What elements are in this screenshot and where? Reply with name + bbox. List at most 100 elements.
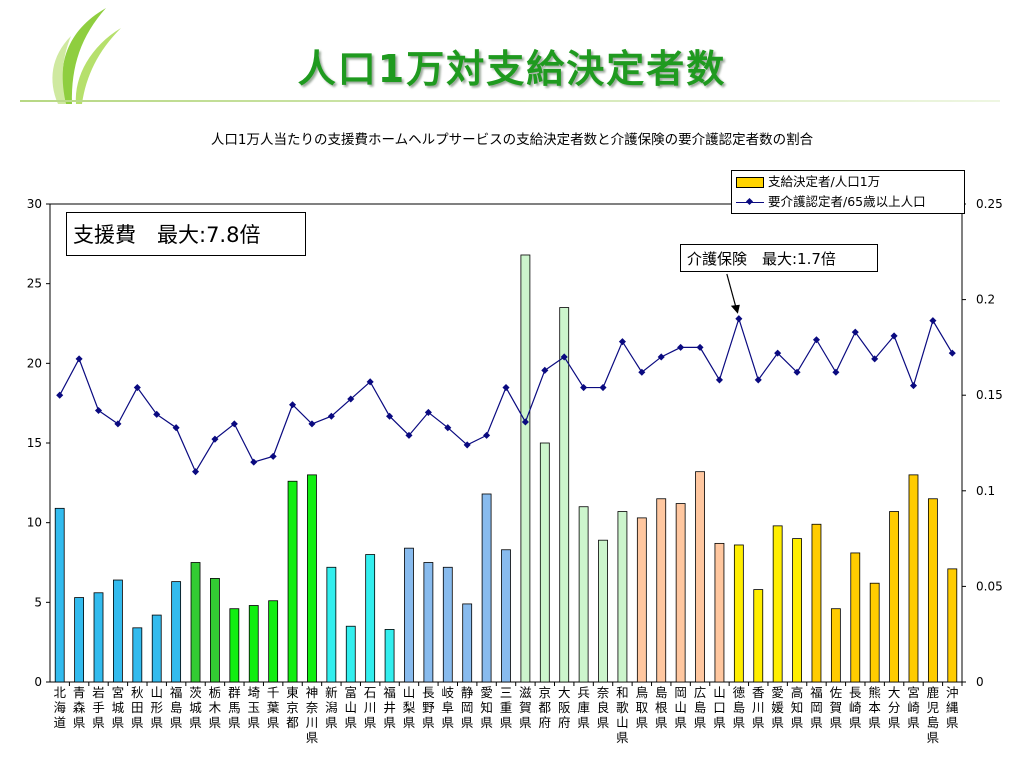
x-tick-label: 京都府 xyxy=(539,685,552,730)
x-tick-label: 栃木県 xyxy=(209,685,222,730)
bar xyxy=(113,579,123,683)
line-point xyxy=(327,412,335,420)
bar xyxy=(171,581,182,683)
x-tick-label: 鳥取県 xyxy=(636,685,649,730)
x-tick-label: 青森県 xyxy=(73,685,86,730)
x-tick-label: 東京都 xyxy=(286,685,299,730)
annotation-arrowhead xyxy=(730,304,740,314)
x-tick-label: 福岡県 xyxy=(810,685,823,730)
x-tick-label: 熊本県 xyxy=(868,685,881,730)
y-left-tick-label: 25 xyxy=(27,277,42,291)
x-tick-label: 山梨県 xyxy=(403,685,416,730)
x-tick-label: 鹿児島県 xyxy=(927,685,940,745)
bar xyxy=(501,549,511,683)
annotation-arrow xyxy=(726,273,738,311)
bar xyxy=(520,254,531,683)
x-tick-label: 福島県 xyxy=(170,685,183,730)
x-tick-label: 神奈川県 xyxy=(306,685,319,745)
bar xyxy=(714,542,725,683)
line-point xyxy=(715,376,723,384)
bar xyxy=(908,474,919,683)
x-tick-label: 大分県 xyxy=(888,685,901,730)
line-point xyxy=(638,368,646,376)
line-point xyxy=(191,468,200,476)
leaf-logo-icon xyxy=(52,8,121,104)
y-right-tick-label: 0.1 xyxy=(976,484,995,498)
line-point xyxy=(56,391,64,399)
bar xyxy=(811,523,822,683)
line-point xyxy=(211,435,219,443)
y-right-tick-label: 0.15 xyxy=(976,388,1003,402)
y-left-tick-label: 0 xyxy=(34,675,42,689)
line-point xyxy=(929,317,937,325)
bar xyxy=(326,566,337,683)
x-tick-label: 石川県 xyxy=(364,685,377,730)
bar xyxy=(733,544,744,683)
bar xyxy=(598,539,608,683)
bar xyxy=(695,471,705,683)
line-point xyxy=(347,395,355,403)
bar xyxy=(636,517,647,683)
y-right-tick-label: 0.25 xyxy=(976,197,1003,211)
x-tick-label: 広島県 xyxy=(694,685,707,730)
line-point xyxy=(424,408,432,416)
line-series xyxy=(59,316,953,473)
line-point xyxy=(502,384,510,392)
line-point xyxy=(812,336,821,344)
line-point xyxy=(463,441,471,449)
line-point xyxy=(871,355,879,363)
bar xyxy=(151,614,162,683)
x-tick-label: 北海道 xyxy=(53,685,66,730)
line-point xyxy=(386,412,394,420)
line-point xyxy=(909,382,918,390)
x-tick-label: 福井県 xyxy=(383,685,396,730)
x-tick-label: 和歌山県 xyxy=(616,685,629,745)
line-point xyxy=(153,410,161,418)
x-tick-label: 高知県 xyxy=(791,685,804,730)
page-title: 人口1万対支給決定者数 xyxy=(297,47,727,91)
y-left-tick-label: 10 xyxy=(27,516,42,530)
y-right-tick-label: 0.2 xyxy=(976,293,995,307)
y-right-tick-label: 0.05 xyxy=(976,579,1003,593)
legend-item-line: 要介護認定者/65歳以上人口 xyxy=(736,192,926,212)
bar xyxy=(869,582,880,683)
legend-bar-label: 支給決定者/人口1万 xyxy=(768,174,881,189)
y-left-tick-label: 30 xyxy=(27,197,42,211)
legend: 支給決定者/人口1万 要介護認定者/65歳以上人口 xyxy=(731,170,965,214)
bar xyxy=(830,608,841,683)
y-left-tick-label: 15 xyxy=(27,436,42,450)
bar xyxy=(675,503,686,683)
line-point xyxy=(677,343,685,351)
bar xyxy=(539,442,550,683)
line-point xyxy=(618,338,626,346)
x-tick-label: 富山県 xyxy=(345,685,358,730)
x-tick-label: 長崎県 xyxy=(849,685,862,730)
line-point xyxy=(114,420,122,428)
bar xyxy=(287,480,298,683)
bar xyxy=(753,589,764,683)
x-tick-label: 三重県 xyxy=(500,685,513,730)
line-point xyxy=(269,452,277,460)
line-point xyxy=(230,420,238,428)
line-point xyxy=(832,368,840,376)
line-point xyxy=(366,378,374,386)
bar xyxy=(74,597,85,683)
bar xyxy=(559,307,570,683)
x-tick-label: 徳島県 xyxy=(733,685,746,730)
x-tick-label: 沖縄県 xyxy=(946,685,959,730)
x-tick-label: 千葉県 xyxy=(267,685,280,730)
line-point xyxy=(560,353,568,361)
line-point xyxy=(754,376,762,384)
x-tick-label: 島根県 xyxy=(655,685,668,730)
line-point xyxy=(308,420,316,428)
bar xyxy=(345,625,356,683)
x-tick-label: 埼玉県 xyxy=(247,685,260,730)
line-point xyxy=(735,315,743,323)
bar xyxy=(210,578,220,683)
line-point xyxy=(250,458,258,466)
line-point xyxy=(172,424,180,432)
chart-subtitle: 人口1万人当たりの支援費ホームヘルプサービスの支給決定者数と介護保険の要介護認定… xyxy=(210,132,814,148)
bar xyxy=(132,627,143,683)
x-tick-label: 奈良県 xyxy=(597,685,610,730)
